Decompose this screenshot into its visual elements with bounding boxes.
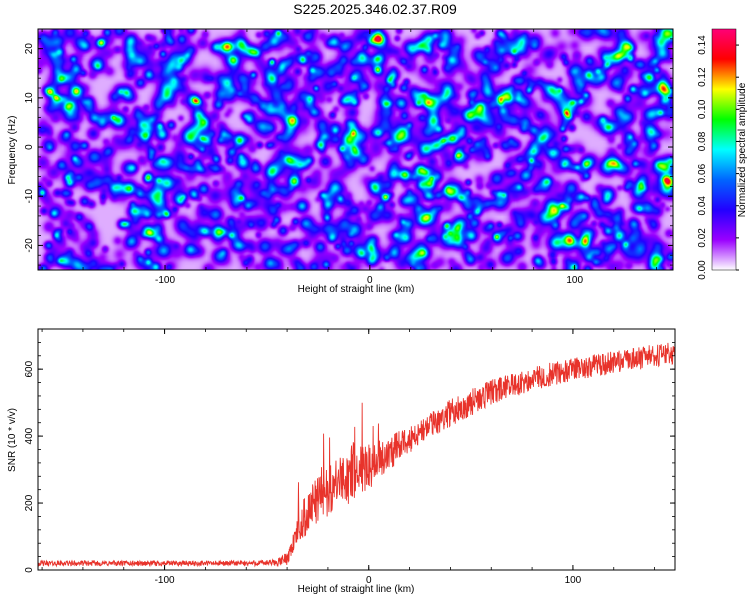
colorbar-tick-label: 0.14 (697, 35, 708, 55)
colorbar-tick-label: 0.00 (697, 260, 708, 280)
y-tick-label: 600 (24, 360, 35, 377)
y-tick-label: 200 (24, 494, 35, 511)
y-tick-label: 400 (24, 427, 35, 444)
y-tick-label: -10 (24, 189, 35, 204)
x-tick-label: 0 (366, 575, 372, 586)
colorbar-axis: 0.00 0.02 0.04 0.06 0.08 0.10 0.12 0.14 (697, 35, 739, 280)
y-tick-label: 10 (24, 92, 35, 104)
snr-x-label: Height of straight line (km) (298, 584, 415, 595)
colorbar-gradient (711, 28, 737, 271)
snr-x-axis: -100 0 100 (41, 329, 655, 586)
colorbar-tick-label: 0.02 (697, 228, 708, 248)
snr-panel: -100 0 100 0 200 400 600 Height of straight l… (7, 328, 676, 595)
spectrogram-frame (37, 28, 674, 271)
colorbar-tick-label: 0.10 (697, 99, 708, 119)
spectrogram-x-axis: -100 0 100 (41, 29, 658, 286)
snr-y-label: SNR (10 * v/v) (7, 408, 18, 472)
x-tick-label: 100 (565, 575, 582, 586)
figure-title: S225.2025.346.02.37.R09 (293, 1, 457, 17)
x-tick-label: -100 (155, 275, 175, 286)
colorbar-tick-label: 0.08 (697, 131, 708, 151)
spectrogram-y-axis: -20 -10 0 10 20 (24, 28, 673, 266)
snr-y-axis: 0 200 400 600 (24, 328, 675, 573)
x-tick-label: 0 (367, 275, 373, 286)
y-tick-label: -20 (24, 238, 35, 253)
spectrogram-heatmap (38, 29, 673, 270)
colorbar-tick-label: 0.04 (697, 196, 708, 216)
colorbar-tick-label: 0.06 (697, 163, 708, 183)
x-tick-label: 100 (566, 275, 583, 286)
snr-series-line (38, 341, 675, 568)
y-tick-label: 0 (24, 567, 35, 573)
colorbar-label: Normalized spectral amplitude (737, 82, 748, 217)
spectrogram-x-label: Height of straight line (km) (298, 284, 415, 295)
colorbar: 0.00 0.02 0.04 0.06 0.08 0.10 0.12 0.14 Normali… (697, 28, 748, 280)
x-tick-label: -100 (155, 575, 175, 586)
y-tick-label: 20 (24, 43, 35, 55)
colorbar-tick-label: 0.12 (697, 67, 708, 87)
spectrogram-y-label: Frequency (Hz) (7, 116, 18, 185)
y-tick-label: 0 (24, 144, 35, 150)
